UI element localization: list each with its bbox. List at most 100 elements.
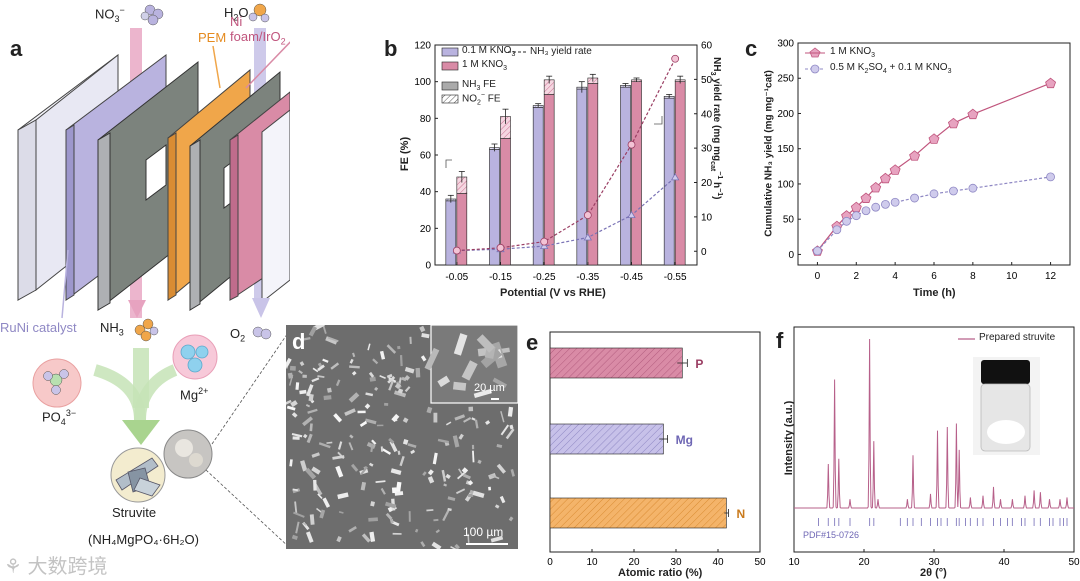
sem-particle	[397, 345, 401, 350]
c-point-k2so4-6	[881, 199, 890, 209]
label-mg: Mg2+	[180, 386, 209, 403]
sem-particle	[369, 531, 376, 542]
yield-line-0	[456, 176, 676, 252]
panel-b: b 0 20 40 60 80 100 120 0 10 20 30 40 50 60 -0.05 -0.…	[370, 0, 724, 310]
sem-particle	[333, 413, 343, 423]
sem-particle	[300, 460, 308, 472]
chart-b: 0 20 40 60 80 100 120 0 10 20 30 40 50 60 -0.05 -0.15…	[414, 41, 713, 284]
sem-particle	[408, 511, 411, 522]
panel-d: d 20 µm 100 µm	[286, 325, 518, 549]
sem-particle	[286, 399, 292, 406]
sem-particle	[447, 507, 452, 512]
sem-particle	[507, 406, 514, 417]
chart-f: 10 20 30 40 50	[788, 326, 1080, 568]
sem-particle	[352, 352, 356, 358]
sem-inset-particle	[424, 347, 440, 371]
panel-a: a	[0, 0, 290, 581]
main-scale-text: 100 µm	[463, 525, 504, 539]
sem-particle	[437, 438, 449, 444]
sem-particle	[447, 496, 456, 502]
sem-particle	[293, 511, 305, 518]
bar-0p1m-fe-0	[445, 200, 457, 266]
sem-particle	[322, 325, 327, 334]
sem-particle	[291, 534, 298, 541]
sem-particle	[394, 491, 404, 496]
sem-particle	[410, 449, 416, 455]
sem-particle	[326, 441, 333, 444]
sem-particle	[348, 392, 360, 403]
sem-particle	[379, 350, 386, 360]
sem-particle	[384, 501, 397, 509]
legend-swatch-0p1m	[441, 47, 459, 57]
label-o2: O2	[230, 326, 246, 344]
sem-particle	[395, 481, 402, 493]
label-po4: PO43−	[42, 408, 77, 427]
sem-inset-particle	[492, 377, 508, 389]
sem-particle	[308, 393, 314, 402]
vial-photo	[973, 357, 1040, 455]
sem-particle	[294, 501, 298, 514]
sem-particle	[414, 528, 419, 533]
sem-particle	[335, 465, 344, 478]
c-ytick-label-4: 200	[777, 109, 794, 120]
sem-particle	[286, 366, 288, 369]
sem-particle	[309, 423, 313, 432]
c-point-1m-7	[889, 164, 901, 175]
bar-1m-fe-5	[674, 81, 686, 266]
sem-particle	[350, 463, 359, 472]
sem-particle	[420, 355, 427, 362]
c-point-k2so4-11	[968, 183, 978, 193]
nh3-arrow	[128, 300, 146, 318]
sem-inset-particle	[473, 388, 492, 399]
c-point-k2so4-3	[851, 211, 861, 221]
e-xtick-label-3: 30	[670, 557, 682, 568]
label-struvite: Struvite	[112, 505, 157, 520]
sem-particle	[386, 373, 393, 379]
sem-particle	[472, 450, 475, 463]
sem-particle	[375, 480, 386, 484]
sem-particle	[500, 411, 505, 423]
c-point-k2so4-0	[813, 246, 822, 256]
sem-particle	[402, 417, 409, 423]
sem-particle	[392, 532, 402, 535]
sem-particle	[397, 450, 401, 455]
sem-particle	[401, 376, 407, 382]
chart-b-ylabel-right: NH3 yield rate (mg mgcat−1 h−1)	[708, 57, 724, 200]
sem-particle	[322, 497, 331, 508]
yield-point-0p1m-2	[539, 241, 549, 249]
c-point-k2so4-8	[910, 193, 919, 203]
bar-1m-fe-0	[456, 193, 468, 266]
sem-particle	[461, 467, 469, 474]
sem-particle	[399, 455, 405, 467]
ytick-right-label-3: 30	[701, 144, 713, 155]
sem-particle	[427, 469, 434, 476]
sem-inset-particle	[453, 333, 468, 356]
sem-particle	[490, 535, 504, 543]
sem-particle	[365, 392, 374, 397]
label-anode: Ni foam/IrO2	[230, 14, 286, 47]
c-point-k2so4-10	[949, 186, 958, 196]
sem-particle	[372, 358, 379, 365]
c-point-k2so4-5	[871, 202, 881, 212]
sem-particle	[388, 437, 395, 444]
sem-particle	[326, 387, 332, 393]
sem-particle	[335, 379, 341, 387]
e-xtick-label-1: 10	[586, 557, 598, 568]
yield-point-1m-1	[496, 243, 505, 252]
legend-nh3fe: NH3 FE	[462, 79, 496, 92]
sem-particle	[370, 443, 374, 453]
sem-particle	[496, 463, 506, 474]
sem-particle	[307, 408, 318, 414]
ytick-left-label-3: 60	[420, 151, 432, 162]
legend-1m: 1 M KNO3	[462, 59, 508, 72]
chart-c: 0 50 100 150 200 250 300 0 2 4 6 8 10 12	[777, 39, 1071, 282]
sem-particle	[474, 419, 479, 429]
green-arrow-top	[133, 348, 149, 408]
sem-particle	[299, 337, 311, 342]
legend-swatch-1m	[441, 61, 459, 71]
sem-particle	[311, 466, 321, 475]
xtick-label-3: -0.35	[576, 272, 599, 283]
sem-particle	[302, 522, 308, 526]
panel-c: c 0 50 100 150 200 250 300 0 2 4 6 8 10 12 1 M KNO3 …	[735, 0, 1080, 310]
yield-point-0p1m-3	[583, 233, 593, 241]
